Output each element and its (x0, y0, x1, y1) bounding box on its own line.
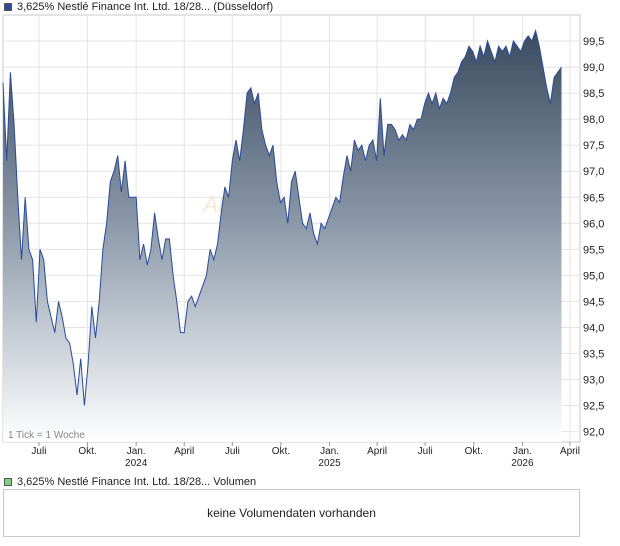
y-tick-label: 94,0 (583, 322, 604, 334)
y-tick-label: 97,0 (583, 166, 604, 178)
price-area (3, 30, 562, 442)
x-tick-label: Okt. (465, 446, 483, 457)
price-legend-label: 3,625% Nestlé Finance Int. Ltd. 18/28...… (17, 1, 274, 13)
price-chart: AKTIE 92,092,593,093,594,094,595,095,596… (2, 14, 604, 469)
x-tick-label: April (174, 446, 194, 457)
y-axis: 92,0 92,5 93,0 93,5 94,0 94,5 95,0 95,5 96,0 96,5… (583, 36, 604, 439)
y-tick-label: 99,5 (583, 36, 604, 48)
y-tick-label: 93,5 (583, 348, 604, 360)
y-tick-label: 96,5 (583, 192, 604, 204)
y-tick-label: 98,5 (583, 88, 604, 100)
volume-legend: 3,625% Nestlé Finance Int. Ltd. 18/28...… (4, 475, 256, 489)
volume-empty-message: keine Volumendaten vorhanden (207, 506, 376, 520)
y-tick-label: 96,0 (583, 218, 604, 230)
x-tick-label: Okt. (78, 446, 96, 457)
x-tick-label: Jan. (320, 446, 339, 457)
y-tick-label: 95,0 (583, 270, 604, 282)
x-tick-label: Jan. (127, 446, 146, 457)
y-tick-label: 98,0 (583, 114, 604, 126)
x-tick-label: April (560, 446, 580, 457)
y-tick-label: 92,0 (583, 427, 604, 439)
y-tick-label: 99,0 (583, 62, 604, 74)
y-tick-label: 97,5 (583, 140, 604, 152)
y-tick-label: 95,5 (583, 244, 604, 256)
price-legend-swatch (4, 3, 12, 11)
y-tick-label: 93,0 (583, 375, 604, 387)
x-tick-label: Juli (225, 446, 240, 457)
price-legend: 3,625% Nestlé Finance Int. Ltd. 18/28...… (4, 0, 273, 14)
x-tick-label: Juli (418, 446, 433, 457)
volume-legend-swatch (4, 478, 12, 486)
volume-legend-label: 3,625% Nestlé Finance Int. Ltd. 18/28...… (17, 476, 257, 488)
y-tick-label: 94,5 (583, 296, 604, 308)
y-tick-label: 92,5 (583, 401, 604, 413)
price-line (2, 28, 562, 406)
x-tick-year-label: 2025 (318, 458, 341, 469)
x-tick-year-label: 2026 (511, 458, 534, 469)
x-tick-label: Juli (31, 446, 46, 457)
volume-panel: keine Volumendaten vorhanden (3, 489, 580, 537)
x-tick-label: April (367, 446, 387, 457)
tick-note: 1 Tick = 1 Woche (8, 430, 85, 441)
x-tick-label: Okt. (272, 446, 290, 457)
x-tick-year-label: 2024 (125, 458, 148, 469)
x-tick-label: Jan. (513, 446, 532, 457)
